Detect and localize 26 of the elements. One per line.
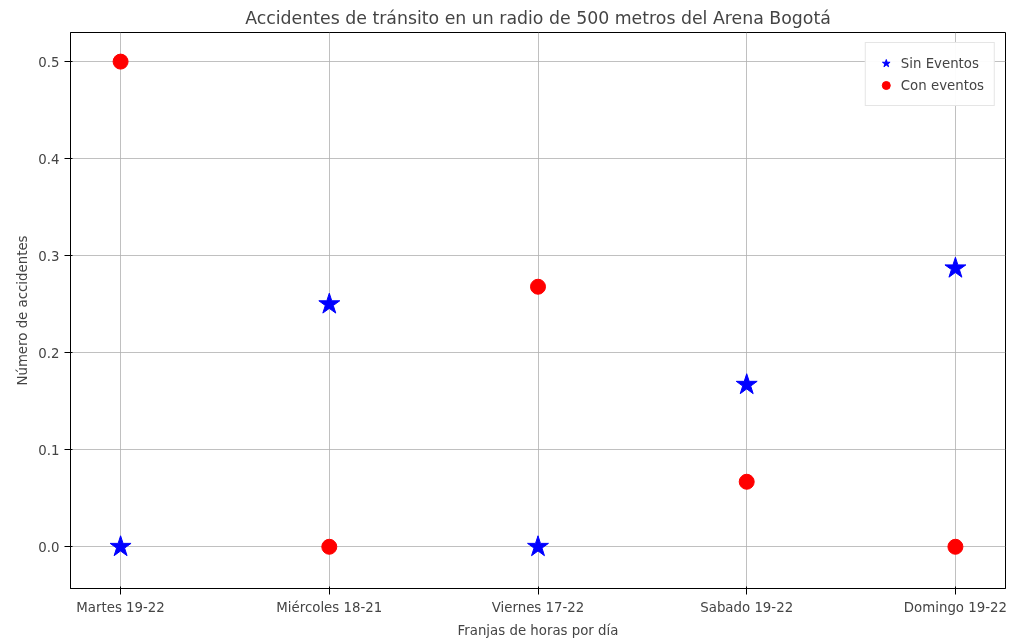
- point: [530, 278, 546, 295]
- point: [527, 535, 549, 557]
- y-tick-label: 0.5: [38, 54, 60, 70]
- chart-title: Accidentes de tránsito en un radio de 500 metros del Arena Bogotá: [245, 7, 831, 28]
- y-tick-label: 0.3: [38, 248, 60, 264]
- x-tick-label: Miércoles 18-21: [276, 599, 383, 615]
- point: [109, 535, 132, 557]
- point: [321, 538, 338, 555]
- legend-label: Con eventos: [900, 77, 984, 93]
- x-tick-label: Sabado 19-22: [700, 599, 794, 615]
- x-axis-title: Franjas de horas por día: [457, 622, 619, 638]
- x-tick-label: Viernes 17-22: [491, 599, 585, 615]
- point: [944, 256, 967, 278]
- x-tick-label: Martes 19-22: [76, 599, 165, 615]
- point: [738, 473, 755, 490]
- point: [112, 53, 129, 70]
- x-tick-label: Domingo 19-22: [903, 599, 1007, 615]
- y-tick-label: 0.4: [38, 151, 60, 167]
- point: [947, 538, 964, 555]
- y-tick-label: 0.2: [38, 345, 60, 361]
- point: [318, 292, 341, 314]
- y-axis-title: Número de accidentes: [15, 235, 31, 386]
- y-tick-label: 0.1: [38, 442, 60, 458]
- legend-label: Sin Eventos: [900, 55, 979, 71]
- point: [735, 373, 758, 395]
- y-tick-label: 0.0: [38, 539, 60, 555]
